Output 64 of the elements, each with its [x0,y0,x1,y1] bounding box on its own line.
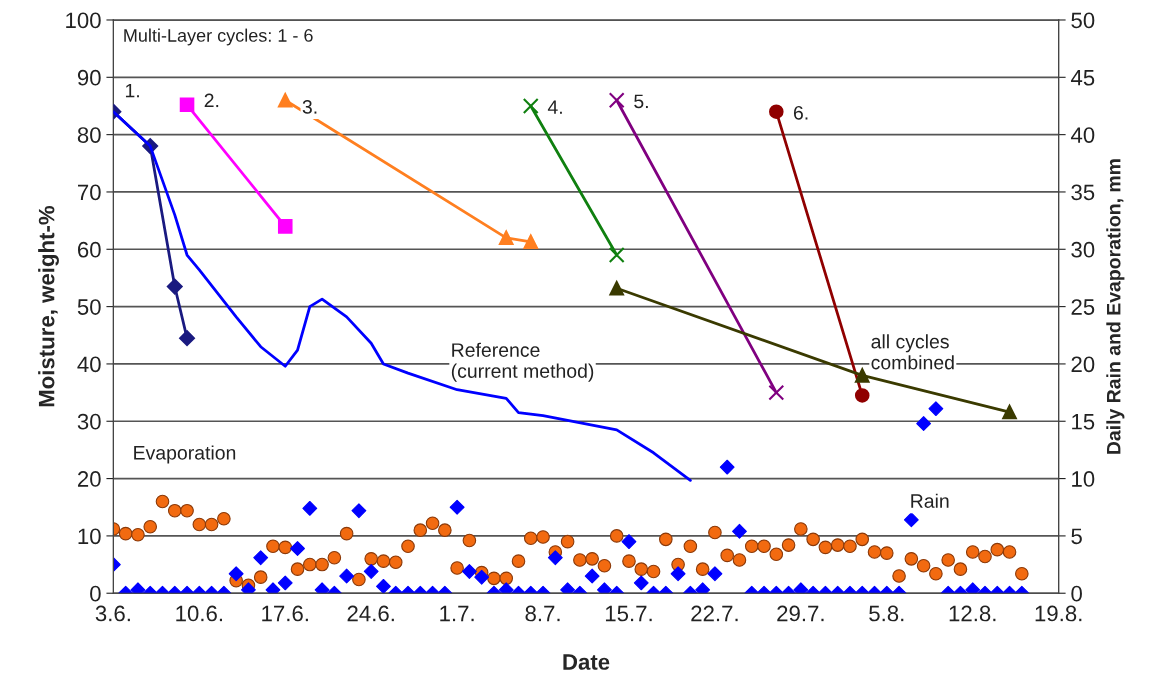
y2-tick-label: 15 [1072,414,1095,430]
x-tick-label: 15.7. [605,605,652,622]
point [523,234,539,250]
point [608,92,625,109]
y2-tick-label: 10 [1072,471,1095,487]
x-tick-label: 10.6. [176,605,223,622]
x-tick-label: 1.7. [440,605,474,622]
y2-tick-label: 35 [1071,184,1095,201]
point [854,388,870,403]
series-label: 4. [547,100,562,114]
y2-tick-label: 20 [1071,356,1095,373]
y-tick-label: 80 [77,127,101,143]
x-tick-label: 19.8. [1035,605,1082,622]
y2-tick-label: 25 [1071,299,1095,315]
annotation: Multi-Layer cycles: 1 - 6 [124,28,313,46]
series-label: 6. [793,105,808,120]
y-tick-label: 30 [77,413,101,430]
point [277,92,293,108]
x-tick-label: 22.7. [691,605,738,622]
y2-axis-title: Daily Rain and Evaporation, mm [1106,159,1125,454]
y2-tick-label: 5 [1071,528,1082,545]
y-tick-label: 0 [90,585,101,602]
series-label: Reference (current method) [451,342,594,382]
series-label: all cycles combined [871,334,954,370]
y-tick-label: 50 [77,299,101,315]
y-tick-label: 10 [78,528,101,545]
y-tick-label: 100 [66,12,101,29]
x-tick-label: 3.6. [95,605,130,622]
point [166,278,183,295]
series-label: 2. [204,93,219,108]
y2-tick-label: 30 [1071,241,1095,258]
point [498,230,514,246]
point [1002,404,1017,420]
point [608,247,625,263]
point [277,219,293,234]
y-tick-label: 20 [77,471,101,487]
x-tick-label: 12.8. [949,605,996,622]
point [179,97,195,113]
x-axis-title: Date [563,654,610,670]
series-label: Rain [911,493,949,508]
y2-tick-label: 50 [1071,12,1095,29]
point [522,97,539,114]
y2-tick-label: 40 [1070,127,1095,143]
x-tick-label: 17.6. [262,605,308,622]
y-tick-label: 70 [78,184,101,201]
x-tick-label: 5.8. [869,605,904,622]
point [179,330,195,347]
point [854,368,870,383]
text: Evaporation [134,445,236,464]
series-label: 3. [302,100,317,114]
x-tick-label: 24.6. [347,605,394,622]
series-label: 1. [125,83,139,98]
y-tick-label: 40 [77,356,101,373]
point [768,384,785,401]
y2-tick-label: 45 [1070,70,1095,86]
x-tick-label: 29.7. [777,605,824,622]
point [769,104,784,119]
y-tick-label: 60 [77,241,101,258]
y2-tick-label: 0 [1071,585,1082,602]
y-tick-label: 90 [77,69,101,86]
x-tick-label: 8.7. [525,605,560,622]
y-axis-title: Moisture, weight-% [38,205,59,407]
series-label: 5. [634,94,648,109]
point [609,280,624,296]
